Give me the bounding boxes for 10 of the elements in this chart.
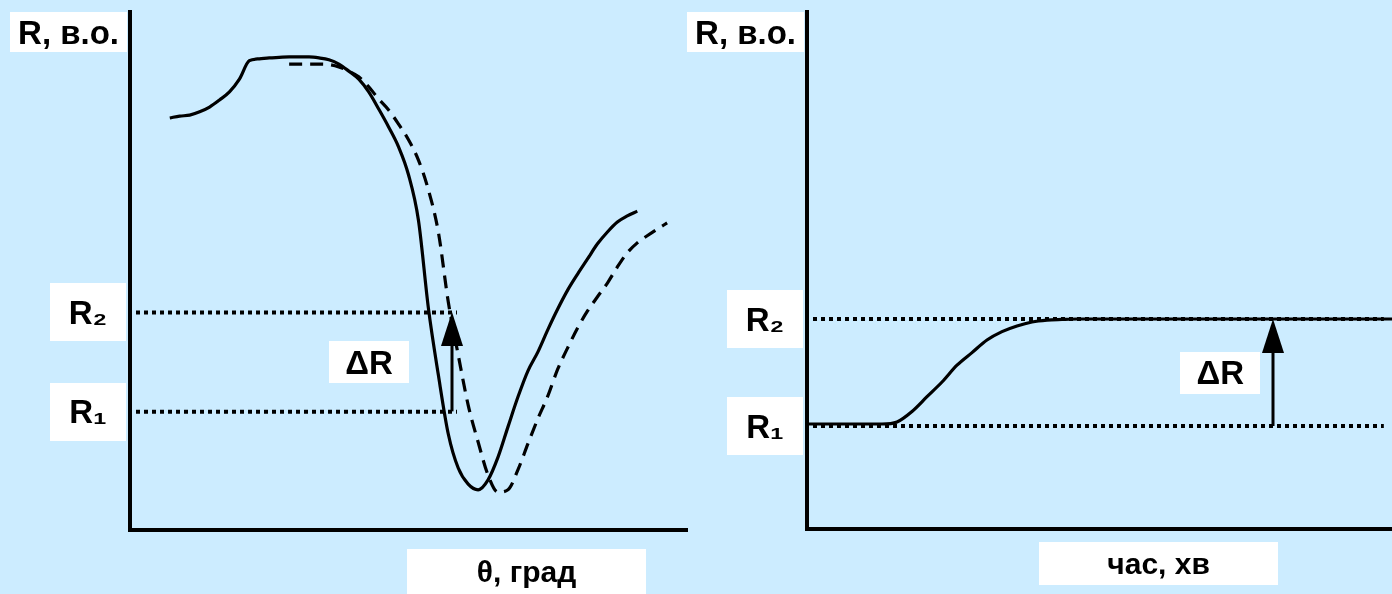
ref-line-label: R₁ xyxy=(746,407,784,445)
x-axis-title: θ, град xyxy=(476,554,577,588)
ref-line-label: R₁ xyxy=(69,393,107,431)
ref-line-label: R₂ xyxy=(68,293,108,331)
annotation: ΔR xyxy=(345,343,393,381)
y-axis-title: R, в.о. xyxy=(695,13,796,51)
ref-line-label: R₂ xyxy=(745,300,785,338)
annotation: ΔR xyxy=(1196,354,1245,392)
y-axis-title: R, в.о. xyxy=(18,13,119,51)
x-axis-title: час, хв xyxy=(1107,546,1210,580)
